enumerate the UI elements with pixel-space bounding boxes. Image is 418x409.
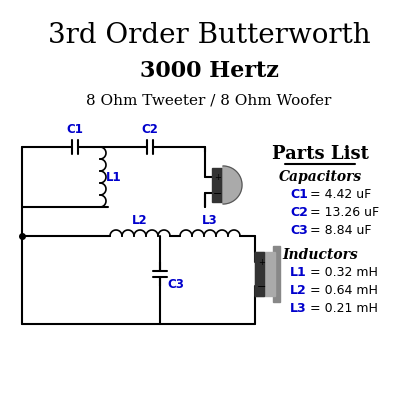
Text: = 0.64 mH: = 0.64 mH — [310, 283, 378, 296]
Polygon shape — [223, 166, 242, 204]
Bar — [255, 252, 275, 296]
Text: L1: L1 — [106, 171, 122, 184]
Bar — [255, 252, 264, 296]
Text: −: − — [257, 281, 267, 291]
Text: +: + — [214, 173, 222, 182]
Text: C3: C3 — [168, 278, 184, 291]
Text: L1: L1 — [290, 265, 307, 278]
Text: = 8.84 uF: = 8.84 uF — [310, 223, 372, 236]
Text: C1: C1 — [66, 123, 84, 136]
Text: C3: C3 — [290, 223, 308, 236]
Text: Inductors: Inductors — [282, 247, 358, 261]
Text: Parts List: Parts List — [272, 145, 368, 163]
Text: L3: L3 — [202, 214, 218, 227]
Text: L2: L2 — [132, 214, 148, 227]
Text: +: + — [259, 258, 265, 267]
Text: 3rd Order Butterworth: 3rd Order Butterworth — [48, 22, 370, 49]
Text: L2: L2 — [290, 283, 307, 296]
Text: C2: C2 — [290, 205, 308, 218]
Text: C1: C1 — [290, 188, 308, 200]
Text: = 4.42 uF: = 4.42 uF — [310, 188, 371, 200]
Bar — [273, 246, 280, 302]
Text: 8 Ohm Tweeter / 8 Ohm Woofer: 8 Ohm Tweeter / 8 Ohm Woofer — [86, 93, 332, 107]
Text: = 13.26 uF: = 13.26 uF — [310, 205, 379, 218]
Text: C2: C2 — [142, 123, 158, 136]
Text: L3: L3 — [290, 301, 307, 314]
Text: = 0.21 mH: = 0.21 mH — [310, 301, 378, 314]
Text: Capacitors: Capacitors — [278, 170, 362, 184]
Text: 3000 Hertz: 3000 Hertz — [140, 60, 278, 82]
Bar — [212, 169, 223, 202]
Text: −: − — [213, 189, 223, 198]
Text: = 0.32 mH: = 0.32 mH — [310, 265, 378, 278]
